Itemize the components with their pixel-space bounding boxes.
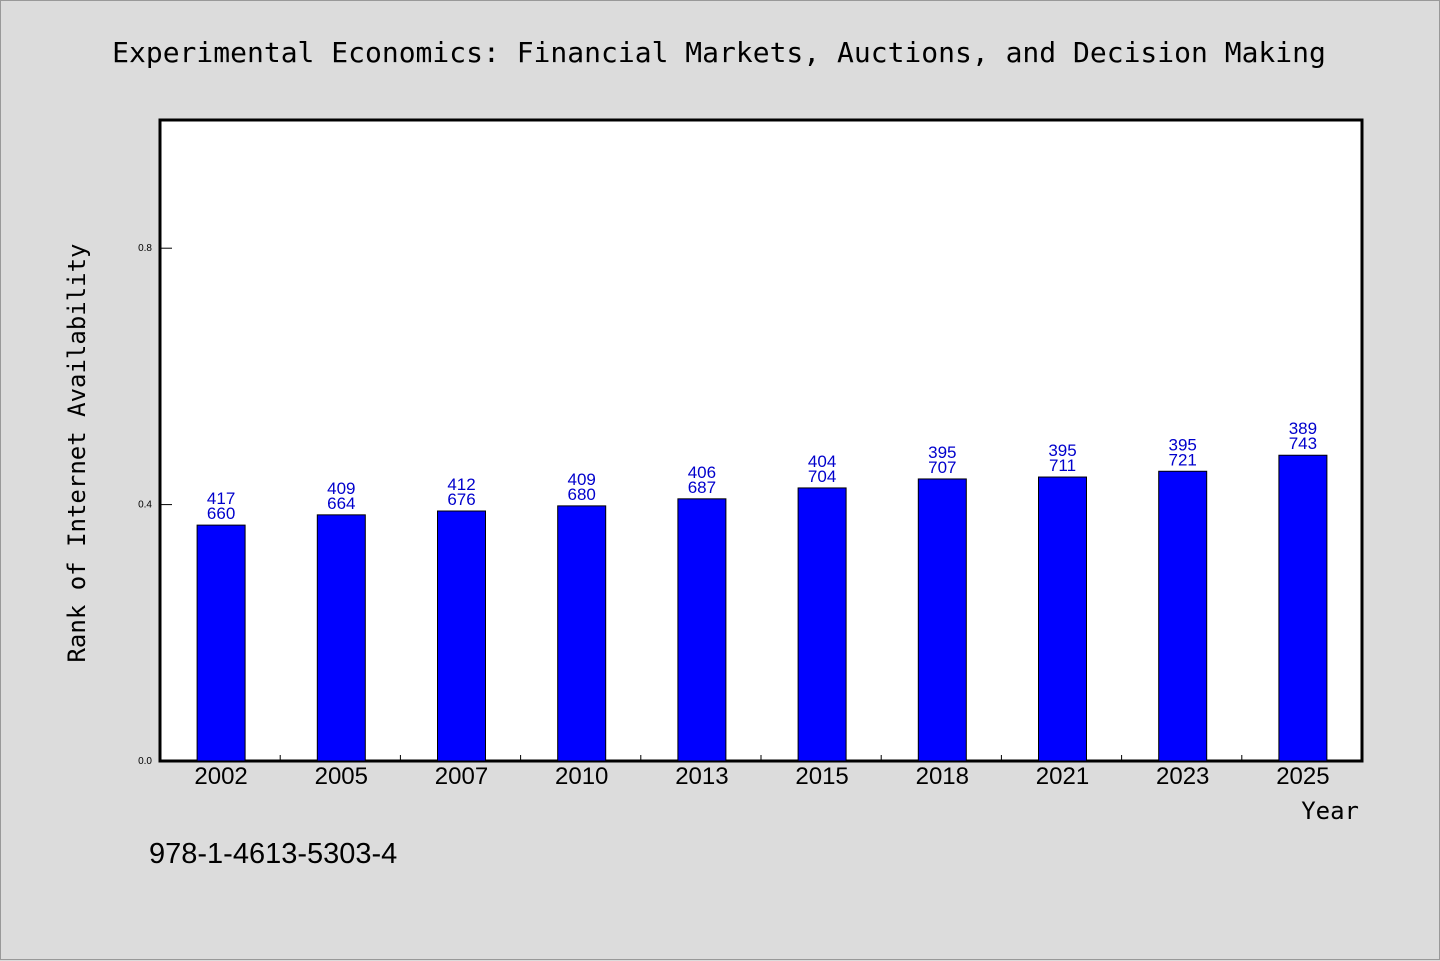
bar — [1278, 454, 1328, 762]
bar — [677, 498, 727, 762]
bar-label-bottom: 707 — [928, 458, 956, 477]
bar-label-top: 404 — [808, 452, 836, 471]
y-tick-label: 0.4 — [138, 500, 152, 511]
bar-label-bottom: 680 — [568, 485, 596, 504]
bar — [1038, 476, 1087, 762]
bar-label-top: 412 — [447, 475, 475, 494]
bar-series — [196, 454, 1328, 762]
x-tick-label: 2005 — [315, 763, 368, 790]
bar — [316, 514, 366, 762]
bar-label-top: 409 — [327, 479, 355, 498]
bar-label-bottom: 676 — [447, 490, 475, 509]
x-tick-label: 2015 — [795, 763, 848, 790]
bar-label-top: 409 — [568, 470, 596, 489]
x-axis: 2002 2005 2007 2010 2013 2015 2018 2021 2023 2025 — [194, 755, 1330, 790]
x-tick-label: 2021 — [1036, 763, 1089, 790]
x-tick-label: 2025 — [1276, 763, 1329, 790]
bar-label-bottom: 711 — [1049, 456, 1076, 475]
bar-label-top: 395 — [1048, 441, 1076, 460]
x-tick-label: 2002 — [194, 763, 247, 790]
bar-label-bottom: 664 — [327, 494, 355, 513]
x-tick-label: 2018 — [916, 763, 969, 790]
bar-data-labels: 4176604096644126764096804066874047043957… — [207, 419, 1317, 523]
bar-label-top: 395 — [928, 443, 956, 462]
y-tick-label: 0.0 — [138, 756, 152, 767]
y-tick-label: 0.8 — [138, 243, 152, 254]
bar — [1158, 470, 1208, 762]
y-axis-label: Rank of Internet Availability — [63, 243, 91, 662]
bar-label-top: 395 — [1169, 435, 1197, 454]
x-tick-label: 2013 — [675, 763, 728, 790]
x-tick-label: 2007 — [435, 763, 488, 790]
isbn-label: 978-1-4613-5303-4 — [149, 838, 397, 870]
bar-label-top: 417 — [207, 489, 235, 508]
bar-label-bottom: 704 — [808, 467, 836, 486]
bar — [196, 524, 246, 762]
bar — [437, 510, 486, 762]
x-axis-label: Year — [1301, 797, 1359, 825]
bar-label-top: 406 — [688, 463, 716, 482]
y-axis: 0.0 0.4 0.8 — [138, 243, 172, 767]
x-tick-label: 2010 — [555, 763, 608, 790]
bar-label-bottom: 743 — [1289, 434, 1317, 453]
chart-title: Experimental Economics: Financial Market… — [112, 36, 1326, 69]
bar-label-bottom: 721 — [1169, 450, 1197, 469]
bar — [797, 487, 847, 762]
bar-label-bottom: 687 — [688, 478, 716, 497]
bar-label-top: 389 — [1289, 419, 1317, 438]
bar-label-bottom: 660 — [207, 504, 235, 523]
x-tick-label: 2023 — [1156, 763, 1209, 790]
bar — [917, 478, 967, 762]
bar — [557, 505, 607, 762]
